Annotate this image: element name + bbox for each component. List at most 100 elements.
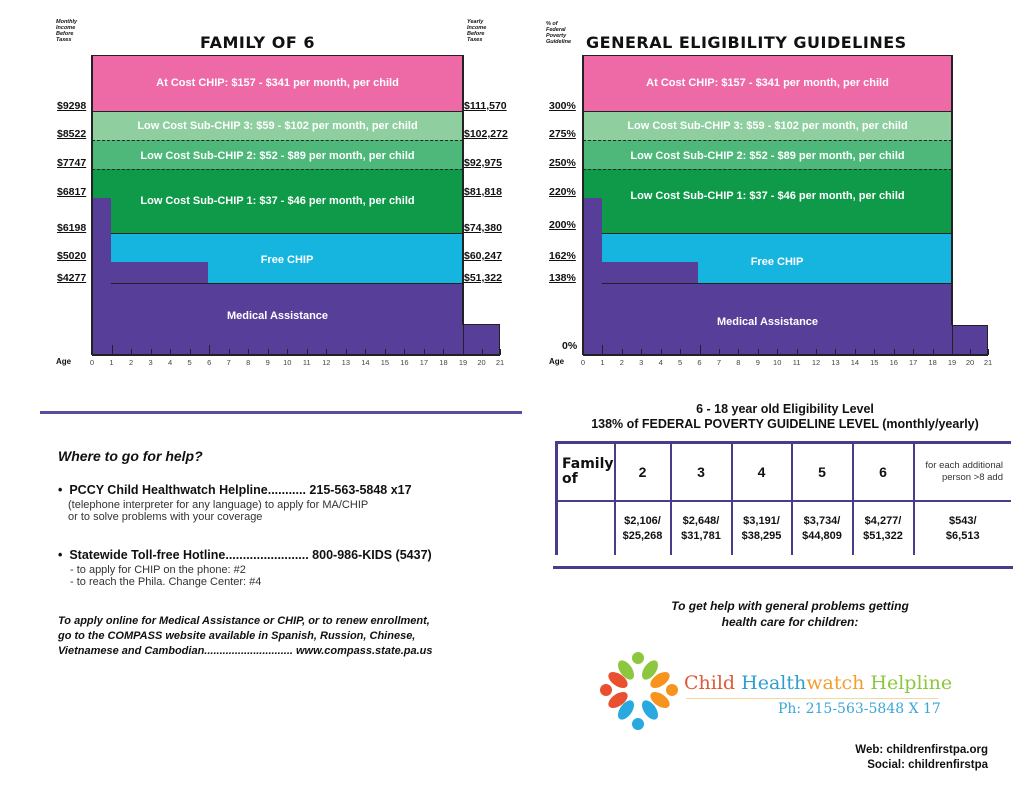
age-tick-label: 21 <box>495 358 505 367</box>
logo-word-child: Child <box>684 672 742 694</box>
age-tick-label: 0 <box>89 358 95 367</box>
help-sub-line: or to solve problems with your coverage <box>68 511 263 523</box>
age-axis-label: Age <box>56 357 72 366</box>
age-tick-label: 13 <box>831 358 840 367</box>
caption-line: Guideline <box>546 39 572 45</box>
right-border <box>951 55 953 325</box>
chart-title: GENERAL ELIGIBILITY GUIDELINES <box>586 33 907 52</box>
age-tick-label: 3 <box>639 358 644 367</box>
fpg-tick: 275% <box>549 128 576 140</box>
left-border <box>582 55 584 355</box>
fpg-tick: 300% <box>549 100 576 112</box>
age-tick-label: 7 <box>716 358 722 367</box>
age-tick-mark <box>680 349 682 355</box>
label-sub-chip-1: Low Cost Sub-CHIP 1: $37 - $46 per month… <box>140 195 415 207</box>
caption-line: Before <box>56 31 74 37</box>
band-at-cost-chip <box>92 55 463 112</box>
band-sub-chip-1 <box>583 169 952 234</box>
age-tick-mark <box>777 349 779 355</box>
monthly-tick: $5020 <box>57 250 87 262</box>
age-tick-mark <box>602 345 604 355</box>
monthly-income-caption: Monthly Income Before Taxes <box>56 19 77 43</box>
caption-line: Poverty <box>546 33 567 39</box>
label-sub-chip-1: Low Cost Sub-CHIP 1: $37 - $46 per month… <box>630 190 905 202</box>
logo-word-health: Health <box>741 672 807 694</box>
value-cell: $3,191/ $38,295 <box>730 501 792 555</box>
label-free-chip: Free CHIP <box>750 256 804 268</box>
help-item-statewide: • Statewide Toll-free Hotline...........… <box>58 548 432 588</box>
age-tick-label: 7 <box>226 358 231 367</box>
label-sub-chip-2: Low Cost Sub-CHIP 2: $52 - $89 per month… <box>140 150 415 162</box>
family-size-6: 6 <box>851 444 914 501</box>
boundary-line <box>602 283 952 284</box>
help-sub-line: (telephone interpreter for any language)… <box>68 499 369 511</box>
age-tick-label: 17 <box>908 358 918 367</box>
age-tick-label: 5 <box>187 358 192 367</box>
x-axis <box>92 354 500 356</box>
web-link[interactable]: Web: childrenfirstpa.org <box>855 744 988 756</box>
family-size-3: 3 <box>669 444 732 501</box>
fpg-tick: 250% <box>549 157 576 169</box>
help-sub-line: - to apply for CHIP on the phone: #2 <box>70 564 246 576</box>
age-tick-label: 18 <box>928 358 937 367</box>
family-of-header: Family of <box>554 444 615 501</box>
yearly-tick: $81,818 <box>464 186 502 198</box>
caption-line: Taxes <box>56 37 72 43</box>
table-heading: 6 - 18 year old Eligibility Level 138% o… <box>552 402 1018 432</box>
age-tick-label: 9 <box>755 358 760 367</box>
general-help-line: To get help with general problems gettin… <box>671 599 909 613</box>
eligibility-table: Family of 2 3 4 5 6 for each additional … <box>554 444 1011 555</box>
family-size-2: 2 <box>613 444 671 501</box>
table-top-rule <box>555 441 1011 444</box>
pccy-helpline-text: PCCY Child Healthwatch Helpline.........… <box>69 483 412 497</box>
caption-line: Taxes <box>467 37 483 43</box>
age-tick-label: 8 <box>246 358 251 367</box>
section-divider <box>40 411 522 414</box>
empty-cell <box>554 501 615 555</box>
additional-person-header: for each additional person >8 add <box>912 444 1011 501</box>
fpg-tick: 220% <box>549 186 576 198</box>
right-border <box>462 55 464 325</box>
age-tick-mark <box>988 349 989 355</box>
pccy-helpline: • PCCY Child Healthwatch Helpline.......… <box>58 483 412 497</box>
compass-line[interactable]: Vietnamese and Cambodian................… <box>58 645 433 657</box>
age-tick-label: 13 <box>341 358 350 367</box>
age-tick-label: 6 <box>207 358 212 367</box>
caption-line: % of <box>546 21 558 27</box>
general-help-line: health care for children: <box>721 615 859 629</box>
age-tick-label: 4 <box>168 358 173 367</box>
age-tick-mark <box>423 349 425 355</box>
age-tick-label: 21 <box>983 358 993 367</box>
statewide-hotline-text: Statewide Toll-free Hotline.............… <box>69 548 432 562</box>
band-sub-chip-1 <box>92 169 463 234</box>
age-tick-mark <box>738 349 740 355</box>
caption-line: Before <box>467 31 485 37</box>
age-tick-label: 19 <box>458 358 468 367</box>
age-tick-label: 11 <box>792 358 801 367</box>
family-size-4: 4 <box>730 444 792 501</box>
band-medical-assistance-age0 <box>583 198 602 355</box>
yearly-value: $31,781 <box>681 529 721 542</box>
social-handle[interactable]: Social: childrenfirstpa <box>867 759 988 771</box>
boundary-line <box>583 111 952 112</box>
age-tick-label: 18 <box>439 358 448 367</box>
age-tick-mark <box>131 349 133 355</box>
caption-line: Income <box>467 25 487 31</box>
value-cell: $543/ $6,513 <box>912 501 1011 555</box>
age-tick-mark <box>248 349 250 355</box>
value-cell: $4,277/ $51,322 <box>851 501 914 555</box>
yearly-value: $6,513 <box>945 529 980 542</box>
age-tick-label: 0 <box>580 358 586 367</box>
yearly-income-caption: Yearly Income Before Taxes <box>467 19 486 43</box>
age-tick-label: 19 <box>947 358 957 367</box>
age-tick-mark <box>641 349 643 355</box>
yearly-tick: $92,975 <box>464 157 502 169</box>
age-tick-label: 3 <box>148 358 153 367</box>
label-sub-chip-3: Low Cost Sub-CHIP 3: $59 - $102 per mont… <box>627 120 908 132</box>
age-tick-mark <box>404 349 406 355</box>
age-tick-mark <box>932 349 934 355</box>
band-sub-chip-2 <box>583 140 952 169</box>
age-tick-label: 10 <box>283 358 292 367</box>
monthly-tick: $4277 <box>57 272 87 284</box>
logo-wordmark: Child Healthwatch Helpline <box>684 672 952 694</box>
